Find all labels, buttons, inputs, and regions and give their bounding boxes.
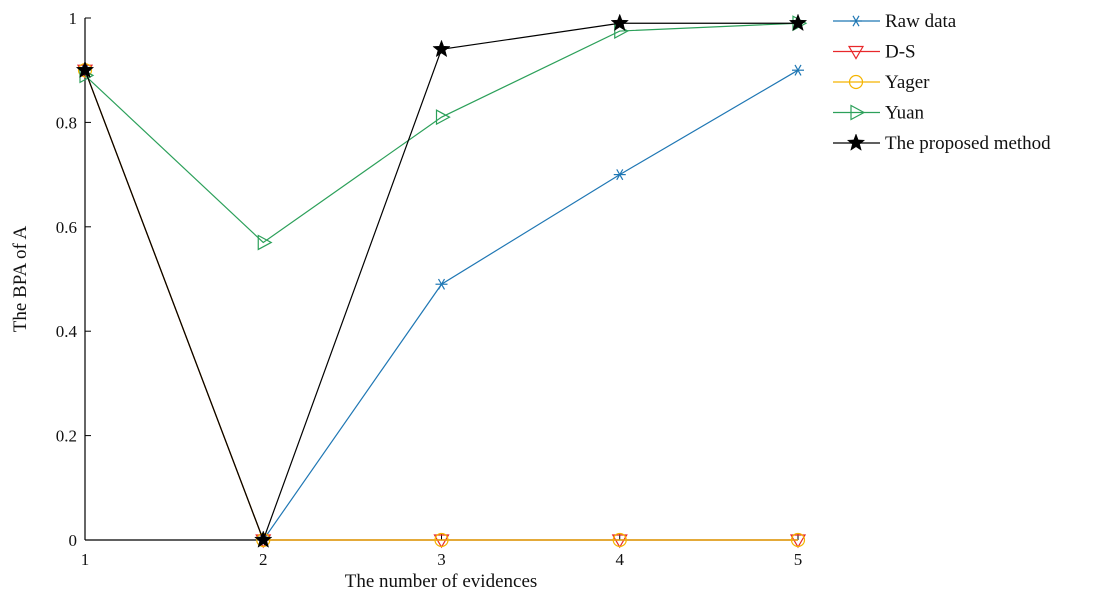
legend-marker <box>850 15 862 27</box>
series-d-s <box>76 64 807 549</box>
series-raw-data <box>79 64 804 546</box>
x-tick-label: 2 <box>259 550 268 569</box>
series-line <box>84 22 798 542</box>
legend-item: Yuan <box>833 103 925 124</box>
y-tick-label: 0.4 <box>56 322 78 341</box>
data-point <box>75 60 95 79</box>
x-tick-label: 3 <box>437 550 446 569</box>
data-point <box>792 64 804 76</box>
series-line <box>84 22 799 244</box>
data-point <box>790 532 806 548</box>
x-axis-title: The number of evidences <box>345 571 538 592</box>
y-axis-title: The BPA of A <box>10 225 31 332</box>
data-point <box>435 278 448 290</box>
data-point <box>610 13 629 32</box>
data-point <box>432 39 451 58</box>
data-point <box>254 530 273 548</box>
legend-item: D-S <box>833 42 916 63</box>
data-point <box>611 534 628 549</box>
x-ticks: 1 2 3 4 5 <box>81 534 803 569</box>
data-point <box>612 532 627 548</box>
legend-label: D-S <box>885 42 916 63</box>
legend: Raw data D-S Yager Yuan The proposed method <box>833 11 1051 154</box>
y-ticks: 0 0.2 0.4 0.6 0.8 1 <box>56 9 91 550</box>
legend-marker <box>847 45 865 60</box>
legend-label: Raw data <box>885 11 957 32</box>
data-point <box>257 234 273 251</box>
data-point <box>435 109 451 126</box>
data-point <box>434 532 449 548</box>
series-the-proposed-method <box>75 13 808 548</box>
x-tick-label: 4 <box>616 550 625 569</box>
x-tick-label: 1 <box>81 550 90 569</box>
data-point <box>613 169 626 181</box>
series-yager <box>77 63 806 548</box>
data-point <box>788 13 808 32</box>
legend-label: Yager <box>885 72 930 93</box>
y-tick-label: 1 <box>69 9 78 28</box>
legend-marker <box>846 133 866 151</box>
series-layer <box>75 13 808 549</box>
series-line <box>84 69 798 541</box>
legend-marker <box>850 104 866 121</box>
legend-label: The proposed method <box>885 133 1051 154</box>
data-point <box>433 534 450 549</box>
y-tick-label: 0.2 <box>56 427 77 446</box>
legend-item: Yager <box>833 72 930 93</box>
y-tick-label: 0.8 <box>56 113 77 132</box>
legend-item: The proposed method <box>833 133 1051 154</box>
legend-label: Yuan <box>885 103 925 124</box>
legend-item: Raw data <box>833 11 957 32</box>
x-tick-label: 5 <box>794 550 803 569</box>
data-point <box>789 534 807 549</box>
series-line <box>84 69 798 541</box>
y-tick-label: 0.6 <box>56 218 77 237</box>
axes <box>84 18 798 541</box>
y-tick-label: 0 <box>69 531 78 550</box>
series-line <box>84 69 799 542</box>
legend-marker <box>848 74 864 90</box>
